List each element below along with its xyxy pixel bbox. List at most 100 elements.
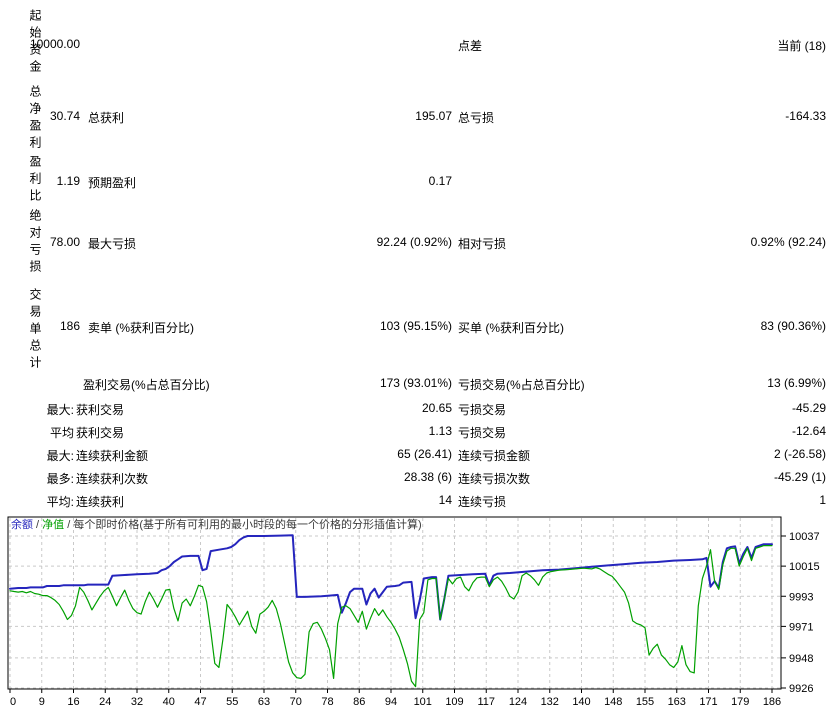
stat-value: -45.29 (791, 401, 826, 415)
side-label-total-net-profit: 总净盈利 (28, 85, 42, 153)
stat-value: 173 (93.01%) (379, 376, 452, 390)
x-tick-label: 140 (572, 696, 590, 708)
stat-prefix: 平均: (46, 495, 74, 509)
stat-label: 连续亏损 (458, 495, 507, 509)
row-drawdown: 78.00 最大亏损 92.24 (0.92%) 相对亏损 0.92% (92.… (0, 235, 834, 251)
x-tick-label: 40 (163, 696, 175, 708)
stat-label: 相对亏损 (458, 237, 507, 251)
stat-value: 65 (26.41) (397, 447, 452, 461)
stat-label: 亏损交易 (458, 403, 507, 417)
stat-label: 连续亏损次数 (458, 472, 531, 486)
stat-value: 28.38 (6) (403, 470, 452, 484)
x-tick-label: 86 (353, 696, 365, 708)
side-label-total-trades: 交易单总计 (28, 288, 42, 373)
stat-label: 连续获利次数 (76, 472, 149, 486)
row-average-trade: 平均 获利交易 1.13 亏损交易 -12.64 (0, 424, 834, 440)
chart-legend: 余额 / 净值 / 每个即时价格(基于所有可利用的最小时段的每一个价格的分形插值… (11, 516, 422, 532)
legend-balance-label: 余额 (11, 519, 33, 531)
legend-separator: / (64, 519, 74, 531)
stat-value: 13 (6.99%) (767, 376, 826, 390)
x-tick-label: 9 (39, 696, 45, 708)
stat-label: 连续获利 (76, 495, 125, 509)
x-tick-label: 0 (10, 696, 16, 708)
x-tick-label: 55 (226, 696, 238, 708)
stat-label: 连续获利金额 (76, 449, 149, 463)
stat-value: -45.29 (1) (773, 470, 826, 484)
row-max-consecutive-count: 最多: 连续获利次数 28.38 (6) 连续亏损次数 -45.29 (1) (0, 470, 834, 486)
x-tick-label: 163 (668, 696, 686, 708)
x-tick-label: 148 (604, 696, 622, 708)
x-tick-label: 32 (131, 696, 143, 708)
side-label-initial-deposit: 起始资金 (28, 9, 42, 77)
stat-label: 获利交易 (76, 426, 125, 440)
y-tick-label: 10037 (789, 531, 820, 543)
stat-value: 78.00 (49, 235, 80, 249)
stat-label: 总获利 (88, 111, 125, 125)
stat-value: 10000.00 (29, 37, 80, 51)
stat-value: 186 (59, 319, 80, 333)
x-tick-label: 101 (414, 696, 432, 708)
row-gross-profit-loss: 30.74 总获利 195.07 总亏损 -164.33 (0, 109, 834, 125)
balance-chart: 10037 10015 9993 9971 9948 9926 0 9 16 24 32 40 47 55… (0, 510, 834, 709)
stat-label: 卖单 (%获利百分比) (88, 321, 194, 335)
stat-prefix: 最多: (46, 472, 74, 486)
row-max-consecutive-amount: 最大: 连续获利金额 65 (26.41) 连续亏损金额 2 (-26.58) (0, 447, 834, 463)
legend-equity-label: 净值 (42, 519, 65, 531)
x-tick-label: 155 (636, 696, 654, 708)
chart-border (7, 516, 782, 690)
stat-value: 0.92% (92.24) (750, 235, 826, 249)
stat-prefix: 平均 (49, 426, 74, 440)
stat-prefix: 最大: (46, 403, 74, 417)
x-tick-label: 179 (731, 696, 749, 708)
x-tick-label: 186 (763, 696, 781, 708)
stat-label: 总亏损 (458, 111, 495, 125)
equity-line (9, 544, 773, 688)
x-tick-label: 24 (99, 696, 111, 708)
stat-value: 195.07 (415, 109, 452, 123)
x-tick-label: 16 (67, 696, 79, 708)
stat-label: 亏损交易(%占总百分比) (458, 378, 585, 392)
x-tick-label: 78 (321, 696, 333, 708)
stat-value: 2 (-26.58) (773, 447, 826, 461)
stat-value: -12.64 (791, 424, 826, 438)
stat-value: 103 (95.15%) (379, 319, 452, 333)
x-tick-label: 63 (258, 696, 270, 708)
row-avg-consecutive: 平均: 连续获利 14 连续亏损 1 (0, 493, 834, 509)
x-tick-label: 132 (541, 696, 559, 708)
x-tick-label: 47 (194, 696, 206, 708)
stat-label: 预期盈利 (88, 176, 137, 190)
stat-value: 83 (90.36%) (760, 319, 826, 333)
y-tick-label: 10015 (789, 561, 820, 573)
stat-value: 1.13 (428, 424, 452, 438)
stat-prefix: 最大: (46, 449, 74, 463)
x-tick-label: 109 (445, 696, 463, 708)
x-tick-label: 171 (699, 696, 717, 708)
row-largest-trade: 最大: 获利交易 20.65 亏损交易 -45.29 (0, 401, 834, 417)
stat-label: 获利交易 (76, 403, 125, 417)
side-label-profit-factor: 盈利比 (28, 155, 42, 206)
stat-value: -164.33 (785, 109, 826, 123)
stat-label: 最大亏损 (88, 237, 137, 251)
legend-caption: 每个即时价格(基于所有可利用的最小时段的每一个价格的分形插值计算) (73, 519, 422, 531)
stat-value: 20.65 (421, 401, 452, 415)
x-tick-label: 94 (385, 696, 397, 708)
stat-label: 买单 (%获利百分比) (458, 321, 564, 335)
stat-value: 0.17 (428, 174, 452, 188)
row-expected-payoff: 1.19 预期盈利 0.17 (0, 174, 834, 190)
x-tick-label: 124 (509, 696, 527, 708)
stat-label: 盈利交易(%占总百分比) (83, 378, 210, 392)
y-tick-label: 9971 (789, 621, 813, 633)
stat-label: 点差 (458, 39, 483, 53)
legend-separator: / (33, 519, 43, 531)
stat-value: 30.74 (49, 109, 80, 123)
stat-label: 亏损交易 (458, 426, 507, 440)
x-tick-label: 117 (477, 696, 495, 708)
y-tick-label: 9993 (789, 591, 813, 603)
stat-value: 92.24 (0.92%) (376, 235, 452, 249)
stat-label: 连续亏损金额 (458, 449, 531, 463)
balance-chart-svg: 10037 10015 9993 9971 9948 9926 0 9 16 24 32 40 47 55… (7, 516, 820, 708)
row-spread-header: 10000.00 点差 当前 (18) (0, 37, 834, 53)
x-tick-label: 70 (290, 696, 302, 708)
side-label-absolute-drawdown: 绝对亏损 (28, 209, 42, 277)
balance-line (9, 534, 773, 621)
